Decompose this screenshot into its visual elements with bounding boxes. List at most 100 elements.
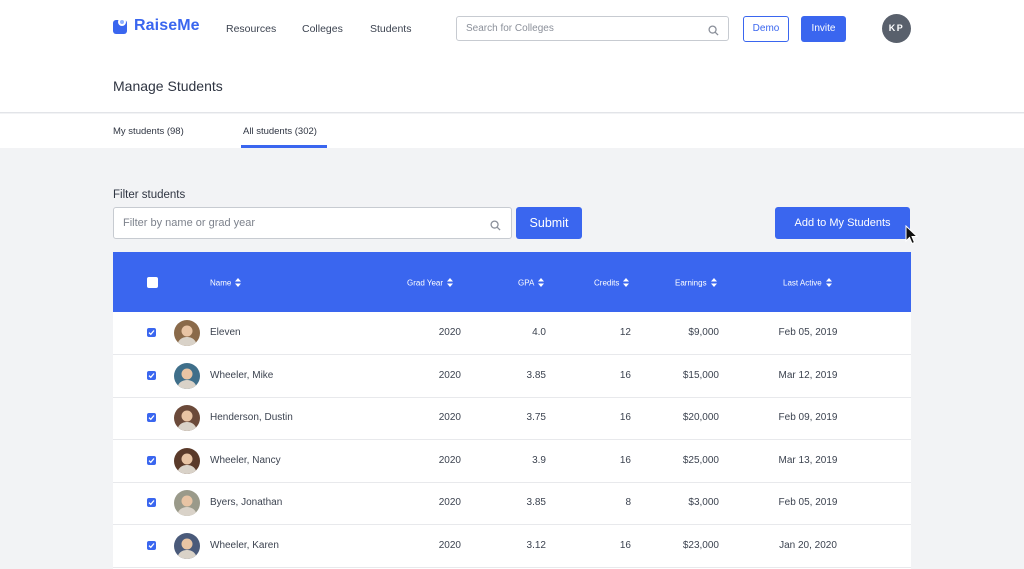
student-name: Eleven (210, 327, 241, 338)
student-name: Wheeler, Mike (210, 369, 274, 381)
college-search-input[interactable]: Search for Colleges (456, 16, 729, 41)
student-avatar (174, 490, 200, 516)
college-search-placeholder: Search for Colleges (466, 23, 554, 34)
logo-text: RaiseMe (134, 17, 200, 34)
tab-all-students[interactable]: All students (302) (243, 126, 317, 137)
header-gpa-label: GPA (518, 278, 535, 288)
search-icon[interactable] (490, 218, 501, 236)
last-active-cell: Mar 12, 2019 (778, 369, 838, 381)
header-name-label: Name (210, 278, 232, 288)
sort-icon (447, 278, 454, 289)
table-row[interactable]: Henderson, Dustin 2020 3.75 16 $20,000 Feb 09… (113, 397, 911, 440)
grad-year-cell: 2020 (438, 454, 461, 466)
sort-icon (538, 278, 545, 289)
submit-button[interactable]: Submit (516, 207, 582, 239)
student-name: Henderson, Dustin (210, 412, 293, 423)
credits-cell: 16 (619, 539, 631, 551)
student-avatar (174, 405, 200, 431)
select-all-checkbox[interactable] (147, 277, 158, 288)
gpa-cell: 3.85 (526, 497, 546, 508)
page-title: Manage Students (113, 78, 223, 94)
last-active-cell: Jan 20, 2020 (779, 539, 837, 551)
credits-cell: 16 (619, 412, 631, 423)
nav-colleges[interactable]: Colleges (302, 23, 343, 35)
table-header: Name Grad Year GPA Credits Earnings Last… (113, 252, 911, 312)
credits-cell: 16 (619, 369, 631, 381)
gpa-cell: 4.0 (532, 327, 546, 338)
gpa-cell: 3.9 (532, 454, 546, 466)
student-name: Wheeler, Nancy (210, 454, 281, 466)
row-checkbox[interactable] (147, 498, 156, 507)
sort-icon (710, 278, 717, 289)
header-earnings-label: Earnings (675, 278, 707, 288)
header-last-active[interactable]: Last Active (783, 278, 832, 289)
table-row[interactable]: Wheeler, Mike 2020 3.85 16 $15,000 Mar 12, 20… (113, 355, 911, 398)
earnings-cell: $3,000 (688, 497, 719, 508)
student-avatar (174, 320, 200, 346)
gpa-cell: 3.12 (526, 539, 546, 551)
sort-icon (235, 278, 242, 289)
earnings-cell: $9,000 (688, 327, 719, 338)
gpa-cell: 3.75 (526, 412, 546, 423)
student-name: Byers, Jonathan (210, 497, 283, 508)
mouse-cursor-icon (905, 224, 919, 250)
filter-placeholder: Filter by name or grad year (123, 217, 256, 229)
header-last-active-label: Last Active (783, 278, 822, 288)
header-earnings[interactable]: Earnings (675, 278, 717, 289)
grad-year-cell: 2020 (438, 327, 461, 338)
last-active-cell: Feb 05, 2019 (778, 497, 838, 508)
filter-input[interactable]: Filter by name or grad year (113, 207, 512, 239)
header-grad-year[interactable]: Grad Year (407, 278, 454, 289)
nav-students[interactable]: Students (370, 23, 412, 35)
row-checkbox[interactable] (147, 540, 156, 550)
row-checkbox[interactable] (147, 328, 156, 337)
last-active-cell: Feb 05, 2019 (778, 327, 838, 338)
sort-icon (825, 278, 832, 289)
page-header: Manage Students (0, 58, 1024, 113)
demo-button[interactable]: Demo (743, 16, 789, 42)
table-row[interactable]: Wheeler, Nancy 2020 3.9 16 $25,000 Mar 13, 20… (113, 440, 911, 483)
grad-year-cell: 2020 (438, 412, 461, 423)
sort-icon (623, 278, 630, 289)
table-row[interactable]: Byers, Jonathan 2020 3.85 8 $3,000 Feb 05, 20… (113, 482, 911, 525)
student-avatar (174, 362, 200, 389)
tab-bar: My students (98) All students (302) (0, 114, 1024, 148)
logo-icon (113, 18, 129, 34)
credits-cell: 12 (619, 327, 631, 338)
user-avatar[interactable]: KP (882, 14, 911, 43)
earnings-cell: $15,000 (682, 369, 719, 381)
credits-cell: 8 (625, 497, 631, 508)
student-avatar (174, 532, 200, 559)
row-checkbox[interactable] (147, 370, 156, 380)
top-navbar: RaiseMe Resources Colleges Students Sear… (0, 0, 1024, 58)
gpa-cell: 3.85 (526, 369, 546, 381)
grad-year-cell: 2020 (438, 369, 461, 381)
earnings-cell: $20,000 (682, 412, 719, 423)
earnings-cell: $25,000 (682, 454, 719, 466)
tab-my-students[interactable]: My students (98) (113, 126, 184, 137)
grad-year-cell: 2020 (438, 539, 461, 551)
last-active-cell: Feb 09, 2019 (778, 412, 838, 423)
row-checkbox[interactable] (147, 455, 156, 465)
row-checkbox[interactable] (147, 413, 156, 422)
filter-label: Filter students (113, 189, 186, 201)
credits-cell: 16 (619, 454, 631, 466)
grad-year-cell: 2020 (438, 497, 461, 508)
header-credits[interactable]: Credits (594, 278, 630, 289)
student-avatar (174, 447, 200, 474)
invite-button[interactable]: Invite (801, 16, 846, 42)
raiseme-logo[interactable]: RaiseMe (113, 17, 200, 35)
student-name: Wheeler, Karen (210, 539, 279, 551)
nav-resources[interactable]: Resources (226, 23, 277, 35)
last-active-cell: Mar 13, 2019 (778, 454, 838, 466)
header-name[interactable]: Name (210, 278, 242, 289)
header-credits-label: Credits (594, 278, 620, 288)
header-grad-year-label: Grad Year (407, 278, 444, 288)
table-row[interactable]: Wheeler, Karen 2020 3.12 16 $23,000 Jan 20, 2… (113, 525, 911, 568)
search-icon[interactable] (708, 23, 719, 41)
active-tab-indicator (241, 145, 327, 148)
add-to-my-students-button[interactable]: Add to My Students (775, 207, 910, 239)
table-row[interactable]: Eleven 2020 4.0 12 $9,000 Feb 05, 2019 (113, 312, 911, 355)
earnings-cell: $23,000 (682, 539, 719, 551)
header-gpa[interactable]: GPA (518, 278, 545, 289)
